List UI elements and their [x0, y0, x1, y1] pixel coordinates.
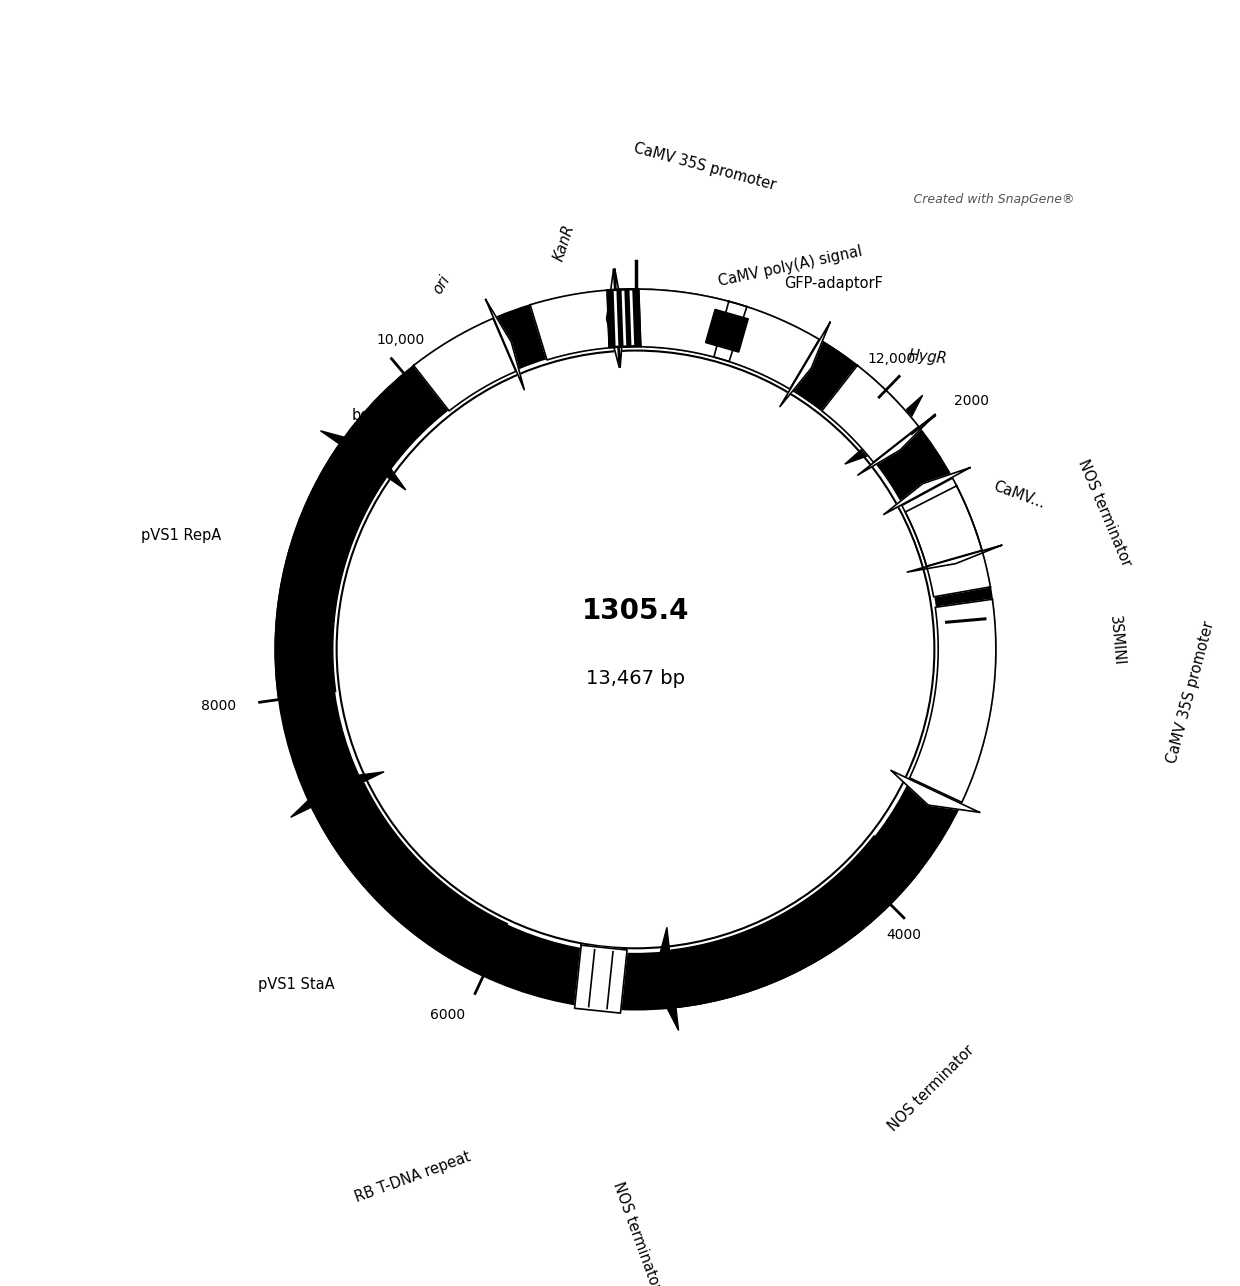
- Text: 4000: 4000: [885, 927, 921, 941]
- Polygon shape: [616, 289, 746, 361]
- Polygon shape: [646, 289, 904, 448]
- Polygon shape: [615, 270, 624, 368]
- Text: 1305.4: 1305.4: [582, 597, 689, 625]
- Text: pVS1 StaA: pVS1 StaA: [258, 976, 335, 992]
- Text: 10,000: 10,000: [376, 333, 424, 347]
- Circle shape: [275, 289, 996, 1010]
- Text: 2000: 2000: [954, 394, 988, 408]
- Polygon shape: [531, 289, 619, 360]
- Circle shape: [332, 347, 939, 952]
- Polygon shape: [357, 412, 405, 460]
- Text: 3SMINI: 3SMINI: [1107, 615, 1127, 666]
- Text: NOS terminator: NOS terminator: [610, 1179, 663, 1286]
- Text: pVS1 RepA: pVS1 RepA: [140, 527, 221, 543]
- Polygon shape: [844, 395, 923, 464]
- Text: NOS terminator: NOS terminator: [885, 1043, 977, 1134]
- Polygon shape: [486, 300, 525, 390]
- Text: 6000: 6000: [430, 1008, 465, 1022]
- Polygon shape: [890, 770, 980, 813]
- Polygon shape: [714, 301, 820, 388]
- Text: CaMV 35S promoter: CaMV 35S promoter: [631, 140, 777, 193]
- Polygon shape: [414, 319, 516, 412]
- Text: 12,000: 12,000: [868, 352, 916, 367]
- Text: bom: bom: [351, 408, 384, 423]
- Polygon shape: [671, 836, 920, 1007]
- Polygon shape: [910, 599, 996, 802]
- Polygon shape: [901, 478, 991, 597]
- Text: HygR: HygR: [908, 349, 947, 367]
- Text: ori: ori: [430, 273, 453, 297]
- Text: Created with SnapGene®: Created with SnapGene®: [908, 193, 1075, 206]
- Polygon shape: [608, 289, 641, 347]
- Text: 8000: 8000: [201, 698, 236, 712]
- Polygon shape: [706, 310, 748, 352]
- Polygon shape: [858, 414, 935, 475]
- Text: NOS terminator: NOS terminator: [1075, 457, 1133, 568]
- Polygon shape: [290, 772, 384, 817]
- Polygon shape: [606, 270, 619, 368]
- Polygon shape: [822, 365, 919, 462]
- Text: GFP-adaptorF: GFP-adaptorF: [785, 276, 883, 291]
- Polygon shape: [312, 783, 507, 976]
- Text: CaMV 35S promoter: CaMV 35S promoter: [1164, 620, 1216, 765]
- Text: RB T-DNA repeat: RB T-DNA repeat: [353, 1150, 474, 1205]
- Polygon shape: [275, 445, 386, 700]
- Polygon shape: [320, 431, 405, 490]
- Text: 13,467 bp: 13,467 bp: [587, 669, 684, 688]
- Text: CaMV...: CaMV...: [991, 478, 1047, 511]
- Polygon shape: [652, 927, 678, 1030]
- Polygon shape: [780, 323, 830, 406]
- Polygon shape: [884, 468, 970, 514]
- Polygon shape: [908, 545, 1002, 572]
- Polygon shape: [905, 486, 982, 566]
- Polygon shape: [574, 945, 627, 1013]
- Text: CaMV poly(A) signal: CaMV poly(A) signal: [717, 243, 864, 289]
- Text: KanR: KanR: [551, 222, 577, 262]
